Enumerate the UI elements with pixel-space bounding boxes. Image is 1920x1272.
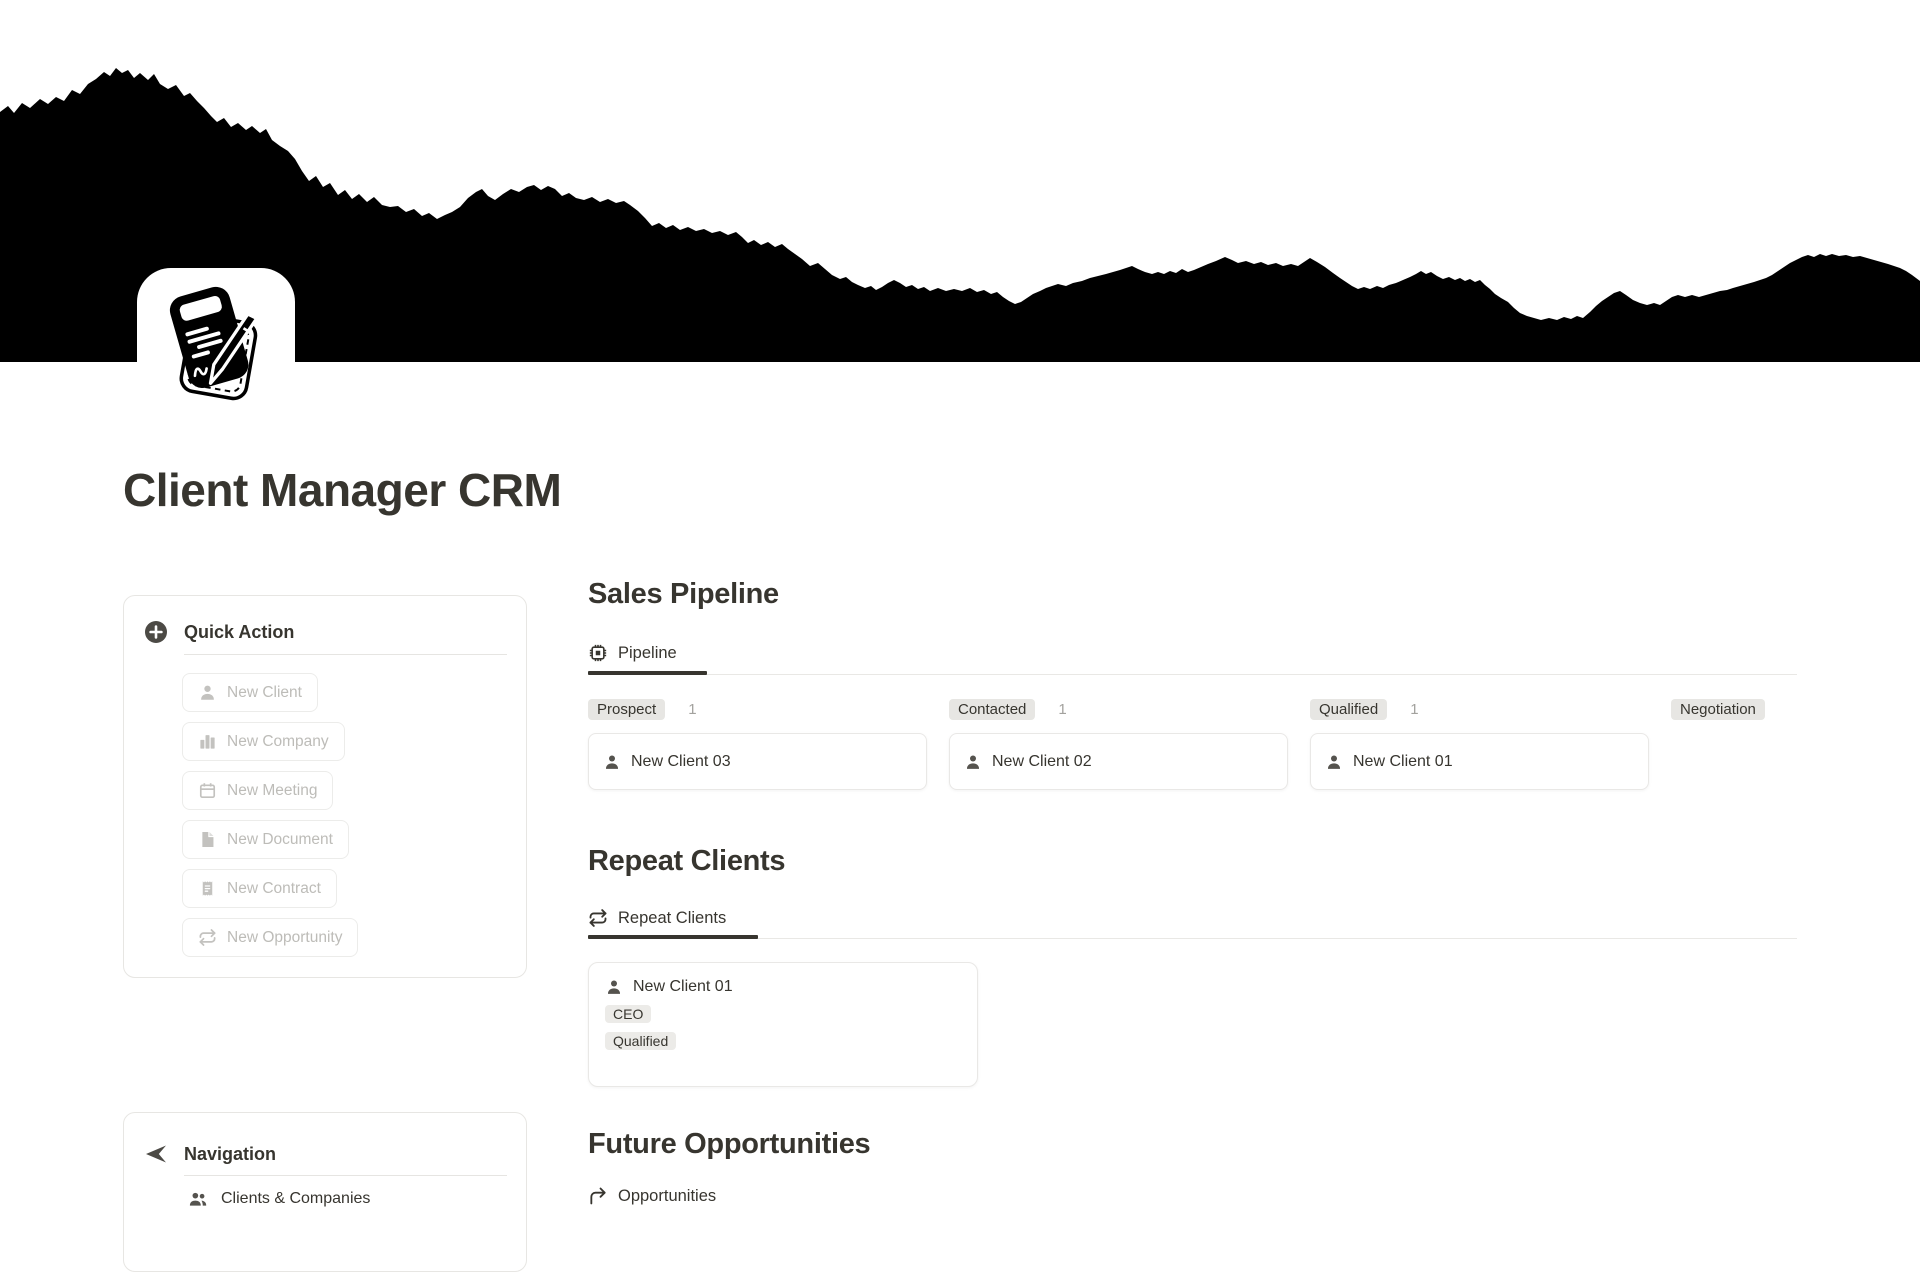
column-name-pill: Contacted bbox=[949, 698, 1036, 720]
future-opportunities-heading: Future Opportunities bbox=[588, 1128, 871, 1160]
contract-pen-icon bbox=[169, 286, 259, 401]
navigation-header: Navigation bbox=[144, 1142, 276, 1166]
column-negotiation: Negotiation bbox=[1671, 696, 1920, 790]
column-contacted: Contacted 1 New Client 02 bbox=[949, 696, 1288, 790]
nav-item-label: Clients & Companies bbox=[221, 1190, 371, 1207]
new-company-button[interactable]: New Company bbox=[182, 722, 345, 761]
pipeline-tab-label: Pipeline bbox=[618, 643, 677, 662]
pipeline-card[interactable]: New Client 01 bbox=[1310, 733, 1649, 790]
button-label: New Company bbox=[227, 732, 329, 750]
column-count: 1 bbox=[1058, 700, 1067, 718]
tag-role: CEO bbox=[605, 1005, 652, 1023]
card-title: New Client 03 bbox=[631, 752, 731, 770]
quick-action-title: Quick Action bbox=[184, 621, 295, 642]
arrow-curve-icon bbox=[588, 1186, 608, 1206]
company-icon bbox=[198, 732, 217, 751]
person-icon bbox=[1325, 753, 1343, 771]
mountain-silhouette bbox=[0, 68, 1920, 362]
repeat-icon bbox=[198, 928, 217, 947]
new-contract-button[interactable]: New Contract bbox=[182, 869, 337, 908]
button-label: New Client bbox=[227, 683, 302, 701]
plus-circle-icon bbox=[144, 620, 168, 644]
card-title: New Client 01 bbox=[633, 978, 733, 995]
person-icon bbox=[603, 753, 621, 771]
cover-image bbox=[0, 0, 1920, 362]
column-qualified: Qualified 1 New Client 01 bbox=[1310, 696, 1649, 790]
repeat-clients-tab-label: Repeat Clients bbox=[618, 908, 727, 927]
page-title: Client Manager CRM bbox=[123, 464, 562, 516]
person-icon bbox=[964, 753, 982, 771]
navigation-card: Navigation Clients & Companies bbox=[123, 1112, 527, 1272]
calendar-icon bbox=[198, 781, 217, 800]
active-tab-underline bbox=[588, 671, 707, 675]
opportunities-tab[interactable]: Opportunities bbox=[588, 1183, 716, 1209]
chip-icon bbox=[588, 643, 608, 663]
repeat-client-card[interactable]: New Client 01 CEO Qualified bbox=[588, 962, 978, 1087]
navigation-title: Navigation bbox=[184, 1143, 277, 1164]
new-meeting-button[interactable]: New Meeting bbox=[182, 771, 334, 810]
repeat-clients-tab[interactable]: Repeat Clients bbox=[588, 905, 726, 931]
column-count: 1 bbox=[1410, 700, 1419, 718]
button-label: New Contract bbox=[227, 879, 321, 897]
pipeline-card[interactable]: New Client 02 bbox=[949, 733, 1288, 790]
new-opportunity-button[interactable]: New Opportunity bbox=[182, 918, 359, 957]
column-name-pill: Qualified bbox=[1310, 698, 1388, 720]
quick-action-header: Quick Action bbox=[144, 620, 294, 644]
new-document-button[interactable]: New Document bbox=[182, 820, 349, 859]
column-prospect: Prospect 1 New Client 03 bbox=[588, 696, 927, 790]
column-name-pill: Prospect bbox=[588, 698, 666, 720]
card-title: New Client 01 bbox=[1353, 752, 1453, 770]
sales-pipeline-heading: Sales Pipeline bbox=[588, 578, 779, 610]
people-icon bbox=[188, 1189, 208, 1209]
pipeline-tab[interactable]: Pipeline bbox=[588, 640, 677, 666]
button-label: New Document bbox=[227, 830, 333, 848]
repeat-icon bbox=[588, 908, 608, 928]
tag-status: Qualified bbox=[605, 1032, 677, 1050]
new-client-button[interactable]: New Client bbox=[182, 673, 318, 712]
person-icon bbox=[198, 683, 217, 702]
opportunities-tab-label: Opportunities bbox=[618, 1186, 717, 1205]
divider bbox=[184, 654, 507, 655]
contract-icon bbox=[198, 879, 217, 898]
tab-divider bbox=[588, 938, 1797, 939]
pipeline-card[interactable]: New Client 03 bbox=[588, 733, 927, 790]
card-title: New Client 02 bbox=[992, 752, 1092, 770]
quick-action-buttons: New Client New Company New Meeting New D… bbox=[182, 673, 359, 957]
repeat-clients-heading: Repeat Clients bbox=[588, 845, 786, 877]
divider bbox=[184, 1175, 507, 1176]
nav-item-clients-companies[interactable]: Clients & Companies bbox=[188, 1189, 370, 1209]
column-name-pill: Negotiation bbox=[1671, 698, 1765, 720]
quick-action-card: Quick Action New Client New Company New … bbox=[123, 595, 527, 978]
navigation-arrow-icon bbox=[144, 1142, 168, 1166]
active-tab-underline bbox=[588, 935, 758, 939]
button-label: New Meeting bbox=[227, 781, 318, 799]
document-icon bbox=[198, 830, 217, 849]
pipeline-board: Prospect 1 New Client 03 Contacted 1 New… bbox=[588, 696, 1920, 790]
column-count: 1 bbox=[688, 700, 697, 718]
person-icon bbox=[605, 978, 623, 996]
tab-divider bbox=[588, 674, 1797, 675]
page-icon[interactable] bbox=[137, 268, 295, 426]
button-label: New Opportunity bbox=[227, 928, 343, 946]
